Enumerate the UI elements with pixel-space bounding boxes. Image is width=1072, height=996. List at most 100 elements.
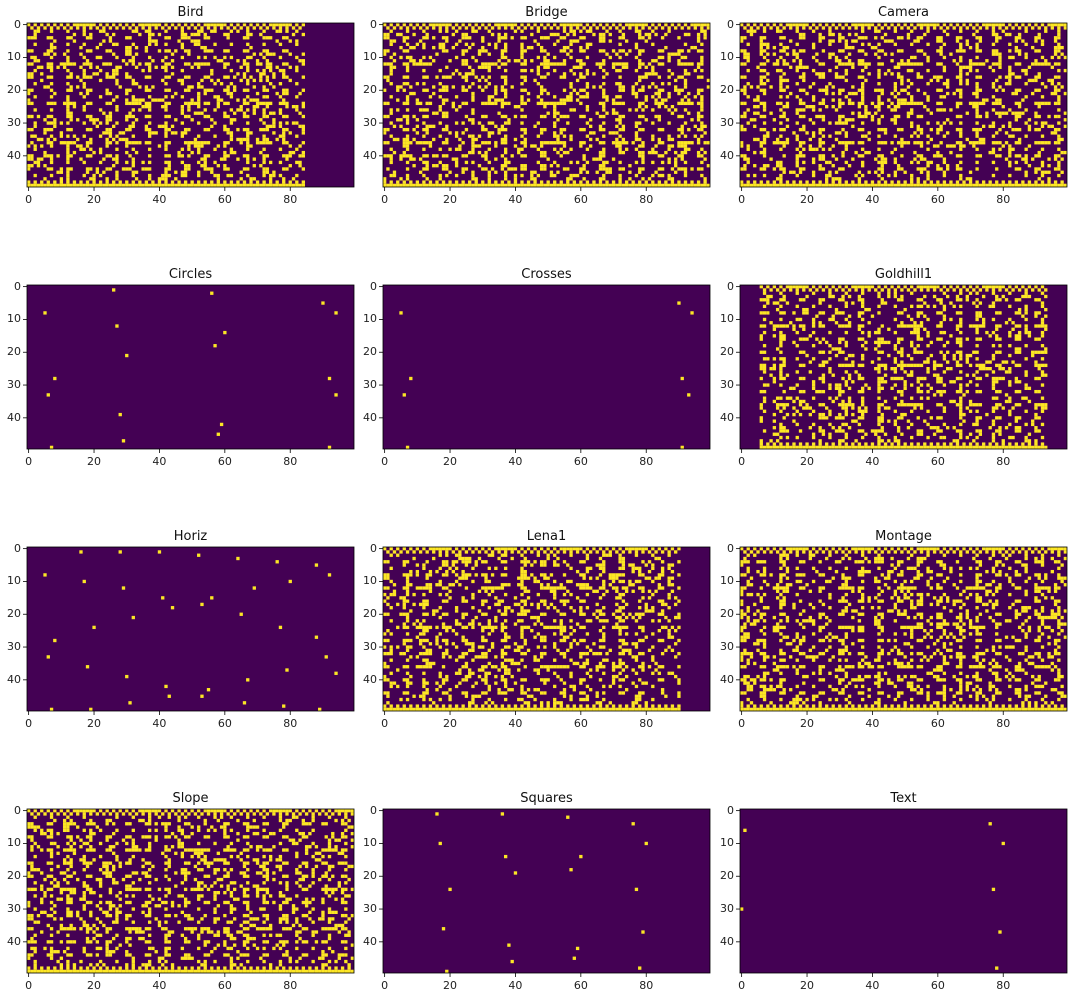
heatmap-cell — [285, 127, 289, 132]
heatmap-cell — [477, 144, 482, 148]
heatmap-cell — [785, 23, 790, 27]
heatmap-cell — [89, 141, 93, 145]
heatmap-cell — [553, 23, 557, 27]
heatmap-cell — [1040, 321, 1045, 325]
heatmap-cell — [772, 301, 777, 305]
heatmap-cell — [164, 131, 168, 135]
heatmap-cell — [815, 337, 819, 341]
heatmap-cell — [147, 29, 152, 33]
heatmap-cell — [481, 183, 485, 188]
heatmap-cell — [628, 164, 632, 168]
heatmap-cell — [926, 82, 930, 86]
heatmap-cell — [991, 32, 996, 37]
heatmap-cell — [657, 154, 661, 158]
heatmap-cell — [932, 23, 937, 27]
heatmap-cell — [183, 164, 188, 168]
heatmap-cell — [481, 101, 485, 106]
heatmap-cell — [955, 360, 960, 364]
heatmap-cell — [798, 114, 803, 119]
heatmap-cell — [772, 334, 777, 338]
heatmap-cell — [782, 288, 786, 292]
heatmap-cell — [487, 82, 491, 86]
heatmap-cell — [412, 62, 416, 66]
heatmap-cell — [877, 340, 881, 345]
heatmap-cell — [860, 141, 865, 145]
heatmap-cell — [900, 321, 904, 325]
heatmap-cell — [523, 141, 527, 145]
heatmap-cell — [66, 68, 70, 73]
heatmap-cell — [746, 68, 750, 73]
heatmap-cell — [301, 88, 305, 92]
heatmap-cell — [468, 183, 472, 188]
heatmap-cell — [438, 121, 442, 125]
heatmap-cell — [890, 72, 894, 76]
heatmap-cell — [893, 304, 898, 309]
heatmap-cell — [66, 55, 70, 60]
heatmap-cell — [477, 164, 482, 168]
heatmap-cell — [1001, 180, 1005, 184]
heatmap-cell — [461, 36, 465, 40]
heatmap-cell — [972, 324, 976, 328]
heatmap-cell — [896, 101, 901, 106]
heatmap-cell — [789, 91, 793, 96]
heatmap-cell — [785, 124, 790, 129]
heatmap-cell — [487, 180, 491, 184]
heatmap-cell — [1024, 108, 1028, 112]
heatmap-cell — [494, 88, 498, 92]
heatmap-cell — [147, 62, 152, 66]
heatmap-cell — [579, 23, 583, 27]
heatmap-cell — [962, 23, 966, 27]
heatmap-cell — [860, 49, 865, 53]
heatmap-cell — [618, 55, 622, 60]
heatmap-cell — [438, 68, 442, 73]
heatmap-cell — [975, 55, 979, 60]
heatmap-cell — [978, 127, 983, 132]
heatmap-cell — [779, 164, 783, 168]
heatmap-cell — [906, 183, 911, 188]
heatmap-cell — [923, 157, 927, 161]
heatmap-cell — [386, 62, 390, 66]
heatmap-cell — [206, 49, 211, 53]
heatmap-cell — [998, 23, 1002, 27]
heatmap-cell — [696, 150, 701, 155]
heatmap-cell — [926, 59, 930, 63]
heatmap-cell — [981, 321, 986, 325]
heatmap-cell — [246, 82, 250, 86]
heatmap-cell — [687, 141, 691, 145]
heatmap-cell — [69, 114, 73, 119]
heatmap-cell — [471, 91, 475, 96]
heatmap-cell — [82, 32, 86, 37]
heatmap-cell — [867, 150, 871, 155]
heatmap-cell — [216, 95, 220, 99]
heatmap-cell — [821, 98, 826, 102]
heatmap-cell — [1047, 124, 1051, 129]
heatmap-cell — [203, 62, 207, 66]
heatmap-cell — [562, 101, 567, 106]
heatmap-cell — [700, 127, 704, 132]
heatmap-cell — [1057, 23, 1061, 27]
heatmap-cell — [85, 49, 90, 53]
heatmap-cell — [828, 29, 832, 33]
heatmap-cell — [929, 23, 933, 27]
heatmap-cell — [197, 42, 201, 47]
heatmap-cell — [134, 82, 139, 86]
heatmap-cell — [1017, 307, 1022, 312]
heatmap-cell — [877, 62, 881, 66]
heatmap-cell — [926, 29, 930, 33]
heatmap-cell — [272, 85, 276, 89]
heatmap-cell — [660, 154, 665, 158]
heatmap-cell — [618, 147, 622, 151]
heatmap-cell — [301, 124, 305, 129]
heatmap-cell — [278, 23, 283, 27]
heatmap-cell — [549, 170, 554, 174]
heatmap-cell — [549, 173, 554, 178]
heatmap-cell — [268, 36, 273, 40]
heatmap-cell — [1057, 164, 1061, 168]
heatmap-cell — [144, 127, 149, 132]
heatmap-cell — [187, 62, 191, 66]
heatmap-cell — [621, 127, 626, 132]
heatmap-cell — [575, 183, 580, 188]
heatmap-cell — [1031, 288, 1035, 292]
heatmap-cell — [641, 177, 645, 181]
heatmap-cell — [183, 36, 188, 40]
